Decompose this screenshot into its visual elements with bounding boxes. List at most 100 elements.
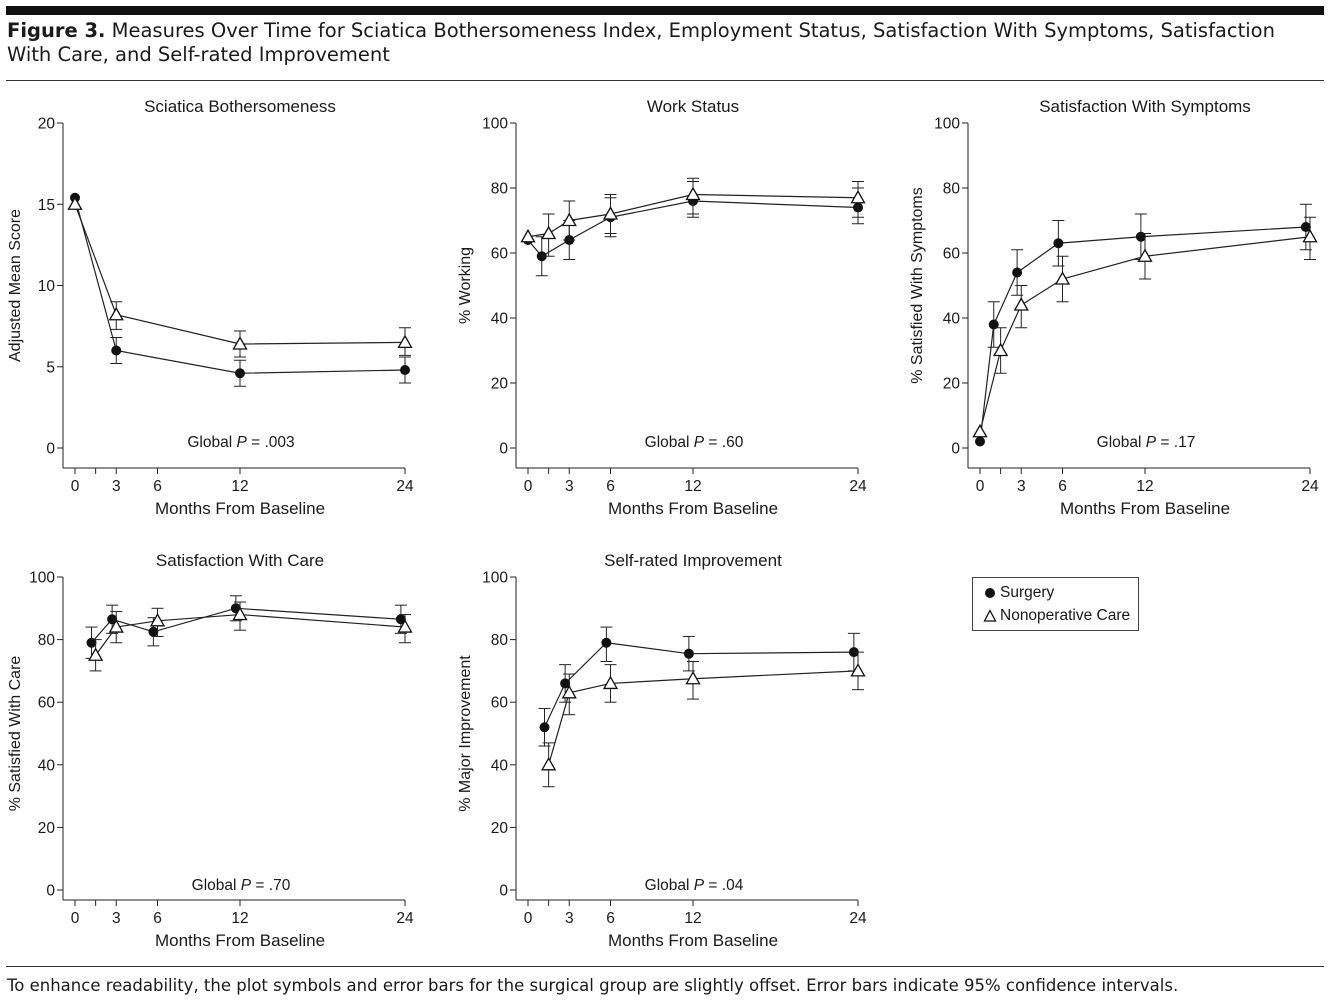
nonoperative-point	[993, 342, 1009, 357]
annotation-prefix: Global	[1097, 434, 1146, 451]
legend-item-nonoperative: Nonoperative Care	[983, 607, 1130, 625]
y-tick-label: 60	[943, 246, 961, 263]
surgery-point	[601, 637, 612, 648]
x-tick-label: 24	[849, 910, 867, 927]
x-tick-label: 0	[71, 478, 80, 495]
annotation-prefix: Global	[645, 434, 694, 451]
y-tick-label: 15	[38, 197, 55, 214]
nonoperative-point	[602, 675, 619, 690]
series-line	[548, 670, 859, 765]
filled-circle-marker-icon	[985, 588, 995, 598]
series-surgery	[975, 203, 1312, 447]
legend-label-nonoperative: Nonoperative Care	[1000, 607, 1131, 624]
y-tick-label: 0	[499, 441, 508, 458]
figure-caption: To enhance readability, the plot symbols…	[7, 976, 1179, 995]
nonoperative-point	[685, 186, 701, 201]
surgery-point	[683, 648, 694, 659]
nonoperative-point	[108, 306, 124, 321]
y-axis-label: % Working	[457, 247, 474, 324]
y-tick-label: 80	[491, 181, 509, 198]
x-tick-label: 3	[112, 910, 121, 927]
chart-title: Satisfaction With Symptoms	[1039, 97, 1251, 116]
y-tick-label: 40	[491, 757, 509, 774]
legend-item-surgery: Surgery	[983, 584, 1054, 602]
series-surgery	[538, 626, 860, 747]
x-tick-label: 24	[396, 910, 414, 927]
surgery-point	[107, 614, 118, 625]
annotation-p: P	[241, 877, 252, 894]
y-axis-label: % Satisfied With Symptoms	[909, 187, 926, 384]
series-line	[979, 236, 1311, 432]
y-tick-label: 60	[491, 695, 509, 712]
surgery-point	[400, 365, 410, 375]
x-tick-label: 0	[71, 910, 80, 927]
nonoperative-point	[561, 212, 577, 227]
title-divider	[6, 80, 1324, 81]
surgery-point	[1053, 238, 1064, 249]
x-tick-label: 6	[153, 910, 162, 927]
nonoperative-point	[108, 619, 124, 633]
nonoperative-point	[561, 684, 577, 699]
nonoperative-point	[1054, 271, 1071, 285]
y-tick-label: 0	[499, 883, 508, 900]
chart-sciatica-bothersomeness: Sciatica Bothersomeness 0 5 10 15 20 0 3 6 12 24 Mo…	[7, 97, 414, 518]
y-axis-label: % Satisfied With Care	[7, 656, 24, 812]
global-p-annotation: Global P = .70	[192, 877, 291, 894]
nonoperative-point	[541, 225, 557, 240]
x-tick-label: 3	[565, 910, 574, 927]
x-axis-label: Months From Baseline	[1060, 499, 1230, 518]
x-tick-label: 6	[606, 910, 615, 927]
y-tick-label: 100	[482, 570, 508, 587]
chart-work-status: Work Status 0 20 40 60 80 100 0 3 6 12 24 Months Fro…	[457, 97, 867, 518]
x-tick-label: 6	[1058, 478, 1067, 495]
y-tick-label: 20	[38, 116, 56, 133]
x-tick-label: 12	[231, 478, 248, 495]
y-tick-label: 0	[951, 441, 960, 458]
series-nonoperative-care	[972, 216, 1318, 438]
chart-title: Work Status	[647, 97, 739, 116]
surgery-point	[111, 345, 122, 356]
nonoperative-point	[149, 612, 166, 627]
series-nonoperative-care	[88, 601, 413, 672]
nonoperative-point	[1137, 248, 1153, 262]
y-axis-label: Adjusted Mean Score	[7, 209, 24, 362]
nonoperative-point	[972, 423, 988, 438]
annotation-prefix: Global	[645, 877, 694, 894]
y-tick-label: 60	[38, 695, 56, 712]
nonoperative-point	[88, 647, 104, 661]
y-tick-label: 20	[943, 376, 961, 393]
chart-satisfaction-with-care: Satisfaction With Care 0 20 40 60 80 100 0 3 6 12 2…	[7, 551, 414, 950]
surgery-point	[235, 368, 245, 379]
annotation-value: = .04	[704, 877, 744, 894]
x-tick-label: 3	[1017, 478, 1026, 495]
series-line	[95, 613, 406, 656]
annotation-prefix: Global	[192, 877, 241, 894]
annotation-p: P	[694, 877, 705, 894]
y-tick-label: 100	[934, 116, 960, 133]
y-tick-label: 100	[29, 570, 55, 587]
x-tick-label: 12	[684, 910, 701, 927]
global-p-annotation: Global P = .60	[645, 434, 744, 451]
x-tick-label: 24	[396, 478, 414, 495]
y-tick-label: 40	[943, 311, 961, 328]
surgery-point	[1135, 231, 1146, 242]
series-line	[91, 607, 401, 644]
series-nonoperative-care	[541, 651, 866, 788]
series-line	[979, 226, 1306, 442]
nonoperative-point	[850, 189, 866, 204]
x-axis-label: Months From Baseline	[155, 931, 325, 950]
annotation-value: = .60	[704, 434, 744, 451]
y-tick-label: 80	[38, 632, 56, 649]
y-tick-label: 80	[943, 181, 961, 198]
open-triangle-marker-icon	[983, 609, 997, 622]
x-tick-label: 3	[565, 478, 574, 495]
x-tick-label: 0	[976, 478, 985, 495]
y-axis-label: % Major Improvement	[457, 655, 474, 812]
surgery-point	[86, 637, 97, 648]
annotation-p: P	[236, 434, 247, 451]
y-tick-label: 0	[46, 441, 55, 458]
nonoperative-point	[1302, 228, 1318, 243]
series-line	[74, 204, 406, 345]
annotation-value: = .003	[247, 434, 295, 451]
chart-title: Satisfaction With Care	[156, 551, 324, 570]
